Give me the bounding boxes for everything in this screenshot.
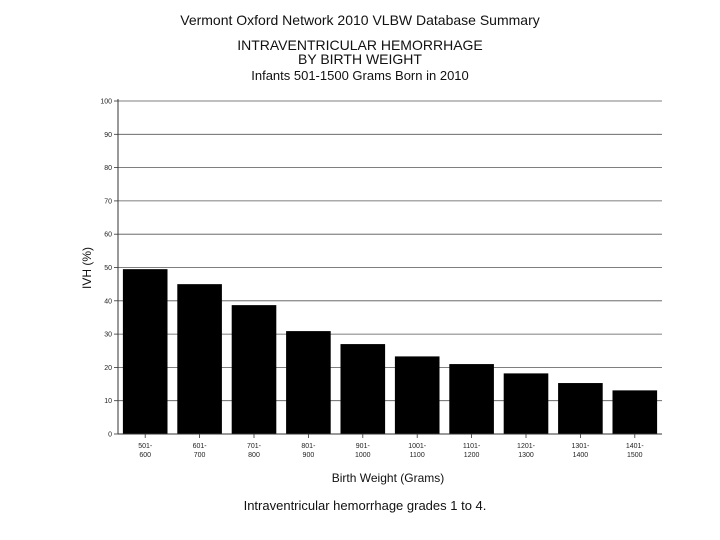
y-tick-label: 100 <box>100 99 112 106</box>
y-tick-label: 40 <box>104 298 112 305</box>
y-tick-label: 60 <box>104 232 112 239</box>
y-tick-label: 50 <box>104 265 112 272</box>
x-tick-label: 1201-1300 <box>517 443 536 459</box>
bar-1301-1400 <box>558 383 603 434</box>
x-tick-label: 801-900 <box>301 443 316 459</box>
y-tick-labels: 0 10 20 30 40 50 60 70 80 90 100 <box>100 99 112 439</box>
x-tick-label: 701-800 <box>247 443 262 459</box>
y-tick-label: 90 <box>104 132 112 139</box>
report-header: Vermont Oxford Network 2010 VLBW Databas… <box>180 12 540 28</box>
bar-1401-1500 <box>612 390 658 434</box>
x-tick-label: 501-600 <box>138 443 153 459</box>
bar-501-600 <box>122 269 168 434</box>
y-tick-label: 80 <box>104 165 112 172</box>
axes <box>114 99 662 438</box>
bar-701-800 <box>231 305 277 434</box>
y-tick-label: 10 <box>104 398 112 405</box>
x-tick-label: 601-700 <box>193 443 208 459</box>
bar-1001-1100 <box>394 356 440 434</box>
bar-601-700 <box>177 284 222 434</box>
y-tick-label: 20 <box>104 365 112 372</box>
bars <box>122 269 658 434</box>
x-tick-label: 1001-1100 <box>408 443 427 459</box>
y-tick-label: 0 <box>108 432 112 439</box>
chart-title-line-2: BY BIRTH WEIGHT <box>298 51 422 67</box>
chart-caption: Intraventricular hemorrhage grades 1 to … <box>243 498 487 513</box>
x-tick-label: 1101-1200 <box>463 443 481 459</box>
bar-801-900 <box>286 331 331 434</box>
chart-subtitle: Infants 501-1500 Grams Born in 2010 <box>251 68 469 83</box>
x-tick-label: 1401-1500 <box>626 443 645 459</box>
y-tick-label: 70 <box>104 198 112 205</box>
x-tick-label: 901-1000 <box>355 443 371 459</box>
bar-1201-1300 <box>503 373 549 434</box>
y-axis-label: IVH (%) <box>80 247 94 289</box>
x-tick-labels: 501-600 601-700 701-800 801-900 901-1000 1001… <box>138 443 644 459</box>
chart-title-line-1: INTRAVENTRICULAR HEMORRHAGE <box>237 37 483 53</box>
bar-901-1000 <box>340 344 386 434</box>
x-axis-label: Birth Weight (Grams) <box>332 471 444 485</box>
y-tick-label: 30 <box>104 332 112 339</box>
bar-1101-1200 <box>449 364 494 434</box>
x-tick-label: 1301-1400 <box>571 443 590 459</box>
